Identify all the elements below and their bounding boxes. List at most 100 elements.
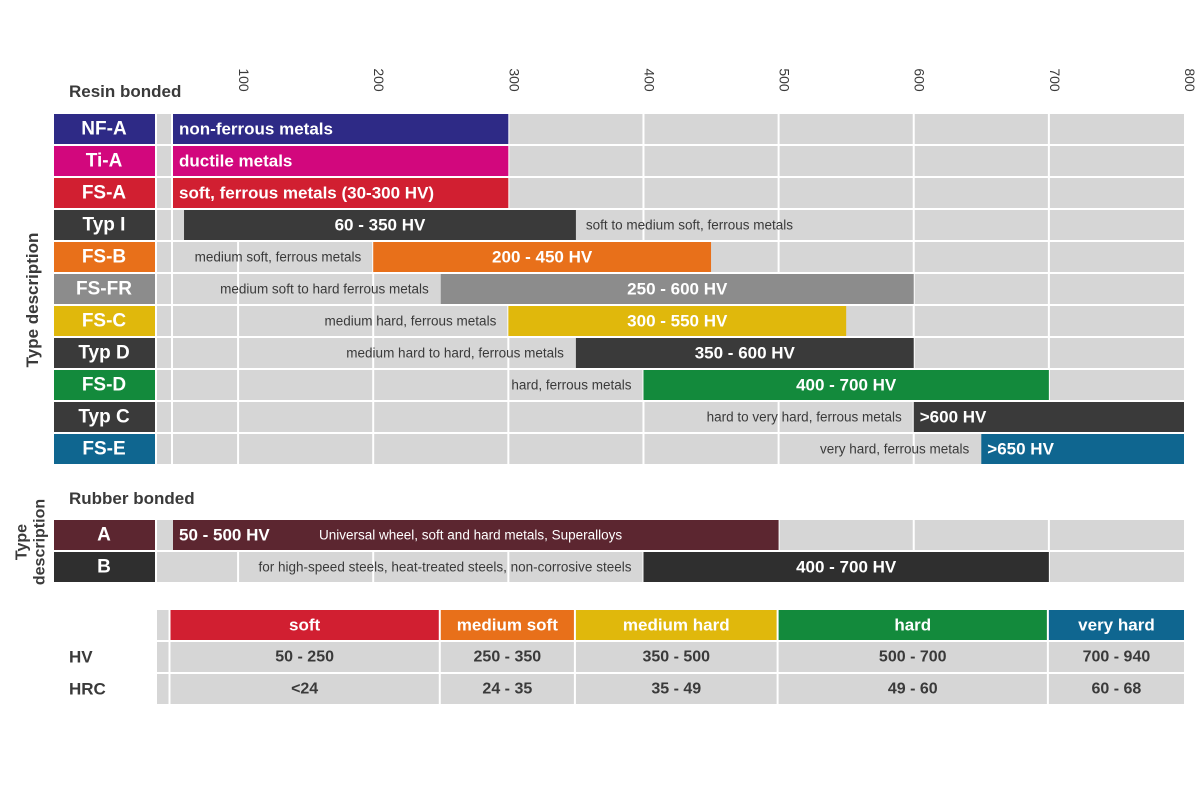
hv-cell-very-hard xyxy=(1048,642,1184,672)
row-separator xyxy=(157,304,1184,306)
type-code-box-fs-fr xyxy=(54,274,155,304)
hardness-range-bar-fs-e xyxy=(981,434,1184,464)
type-code-box-fs-b xyxy=(54,242,155,272)
hardness-range-bar-typ-c xyxy=(913,402,1184,432)
gridline-origin xyxy=(171,114,173,466)
description-fs-e: very hard, ferrous metals xyxy=(820,442,970,457)
hv-value-soft: 50 - 250 xyxy=(275,649,334,666)
rubber-axis-label-line2: description xyxy=(32,499,49,585)
scale-row-label-hrc: HRC xyxy=(69,680,106,699)
bar-label-fs-c: 300 - 550 HV xyxy=(627,312,728,331)
hardness-range-bar-ti-a xyxy=(173,146,509,176)
rubber-row-separator xyxy=(157,550,1184,552)
hardness-range-bar-fs-fr xyxy=(440,274,914,304)
scale-row-label-hv: HV xyxy=(69,648,93,667)
description-typ-d: medium hard to hard, ferrous metals xyxy=(346,346,564,361)
hrc-value-very-hard: 60 - 68 xyxy=(1092,681,1142,698)
gridline-200 xyxy=(372,114,375,466)
x-tick-label-700: 700 xyxy=(1047,68,1063,92)
gridline-700 xyxy=(1047,114,1050,466)
scale-band-very-hard xyxy=(1048,610,1184,640)
description-fs-b: medium soft, ferrous metals xyxy=(195,250,362,265)
type-code-box-b xyxy=(54,552,155,582)
hardness-range-bar-a xyxy=(173,520,779,550)
scale-band-label-very-hard: very hard xyxy=(1078,616,1155,635)
description-fs-c: medium hard, ferrous metals xyxy=(325,314,497,329)
row-separator xyxy=(157,208,1184,210)
type-code-box-fs-c xyxy=(54,306,155,336)
x-tick-label-400: 400 xyxy=(641,68,657,92)
type-code-box-typ-i xyxy=(54,210,155,240)
type-code-box-fs-a xyxy=(54,178,155,208)
type-code-box-ti-a xyxy=(54,146,155,176)
hardness-range-bar-fs-b xyxy=(373,242,712,272)
type-code-typ-d: Typ D xyxy=(78,343,129,364)
bar-label-typ-i: 60 - 350 HV xyxy=(335,216,426,235)
row-separator xyxy=(157,144,1184,146)
x-tick-label-100: 100 xyxy=(236,68,252,92)
description-fs-d: hard, ferrous metals xyxy=(511,378,631,393)
type-code-typ-c: Typ C xyxy=(78,407,130,428)
row-separator xyxy=(157,176,1184,178)
type-code-box-a xyxy=(54,520,155,550)
scale-band-medium-hard xyxy=(575,610,777,640)
scale-band-soft xyxy=(170,610,439,640)
bar-label-b: 400 - 700 HV xyxy=(796,558,897,577)
description-typ-c: hard to very hard, ferrous metals xyxy=(707,410,902,425)
hrc-value-medium-hard: 35 - 49 xyxy=(651,681,701,698)
hardness-range-bar-typ-i xyxy=(184,210,576,240)
row-separator xyxy=(157,368,1184,370)
hv-value-medium-soft: 250 - 350 xyxy=(474,649,542,666)
type-code-fs-c: FS-C xyxy=(82,311,127,332)
resin-bonded-heading: Resin bonded xyxy=(69,82,181,101)
scale-hrc-spacer xyxy=(157,674,169,704)
scale-band-label-medium-soft: medium soft xyxy=(457,616,558,635)
rubber-bonded-heading: Rubber bonded xyxy=(69,489,195,508)
description-b: for high-speed steels, heat-treated stee… xyxy=(259,560,632,575)
bar-label-nf-a: non-ferrous metals xyxy=(179,120,333,139)
hrc-cell-medium-hard xyxy=(575,674,777,704)
type-code-box-nf-a xyxy=(54,114,155,144)
scale-band-label-soft: soft xyxy=(289,616,321,635)
description-typ-i: soft to medium soft, ferrous metals xyxy=(586,218,793,233)
description-fs-fr: medium soft to hard ferrous metals xyxy=(220,282,429,297)
bar-label-fs-d: 400 - 700 HV xyxy=(796,376,897,395)
bar-label-fs-b: 200 - 450 HV xyxy=(492,248,593,267)
row-separator xyxy=(157,400,1184,402)
hrc-value-soft: <24 xyxy=(291,681,318,698)
bar-label-fs-fr: 250 - 600 HV xyxy=(627,280,728,299)
type-code-fs-d: FS-D xyxy=(82,375,126,396)
hv-cell-medium-soft xyxy=(440,642,574,672)
type-code-typ-i: Typ I xyxy=(83,215,126,236)
hardness-range-bar-fs-a xyxy=(173,178,509,208)
x-tick-label-600: 600 xyxy=(912,68,928,92)
x-tick-label-300: 300 xyxy=(506,68,522,92)
hv-cell-soft xyxy=(170,642,439,672)
x-tick-label-800: 800 xyxy=(1182,68,1198,92)
type-code-fs-a: FS-A xyxy=(82,183,127,204)
rubber-axis-label-line1: Type xyxy=(14,524,31,560)
x-tick-label-500: 500 xyxy=(777,68,793,92)
x-tick-label-200: 200 xyxy=(371,68,387,92)
type-code-box-fs-d xyxy=(54,370,155,400)
hv-cell-medium-hard xyxy=(575,642,777,672)
scale-header-spacer xyxy=(157,610,169,640)
row-separator xyxy=(157,240,1184,242)
scale-band-label-medium-hard: medium hard xyxy=(623,616,730,635)
row-separator xyxy=(157,272,1184,274)
row-separator xyxy=(157,432,1184,434)
hv-value-medium-hard: 350 - 500 xyxy=(642,649,710,666)
row-separator xyxy=(157,336,1184,338)
hrc-cell-hard xyxy=(778,674,1047,704)
hrc-value-medium-soft: 24 - 35 xyxy=(482,681,532,698)
hardness-range-bar-fs-d xyxy=(643,370,1049,400)
hardness-range-bar-fs-c xyxy=(508,306,847,336)
type-code-fs-fr: FS-FR xyxy=(76,279,132,300)
hv-cell-hard xyxy=(778,642,1047,672)
hv-value-hard: 500 - 700 xyxy=(879,649,947,666)
hv-value-very-hard: 700 - 940 xyxy=(1083,649,1151,666)
hrc-value-hard: 49 - 60 xyxy=(888,681,938,698)
type-code-box-typ-d xyxy=(54,338,155,368)
bar-label-ti-a: ductile metals xyxy=(179,152,292,171)
